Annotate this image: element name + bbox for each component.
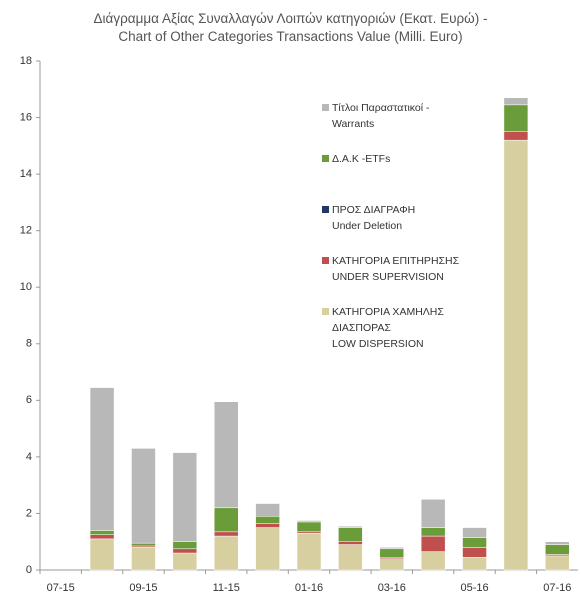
chart-title: Διάγραμμα Αξίας Συναλλαγών Λοιπών κατηγο… xyxy=(93,11,488,44)
bar-segment xyxy=(296,520,322,523)
bar-segment xyxy=(213,535,239,571)
bar-segment xyxy=(89,387,115,531)
bar-segment xyxy=(89,538,115,571)
bar-segment xyxy=(172,541,198,550)
bar-segment xyxy=(462,537,487,548)
bar-segment xyxy=(255,527,280,571)
legend-label: ΚΑΤΗΓΟΡΙΑ ΕΠΙΤΗΡΗΣΗΣ UNDER SUPERVISION xyxy=(332,255,460,283)
x-tick-label: 07-16 xyxy=(543,582,571,592)
y-tick-label: 0 xyxy=(26,564,32,576)
bar-segment xyxy=(296,521,322,533)
bar-segment xyxy=(172,548,198,554)
x-tick-label: 07-15 xyxy=(47,582,75,592)
bar-segment xyxy=(379,558,405,571)
y-tick-label: 14 xyxy=(20,168,32,180)
bar-segment xyxy=(338,541,363,545)
bar-segment xyxy=(172,552,198,571)
bar-segment xyxy=(545,555,570,571)
y-tick-label: 12 xyxy=(20,225,32,237)
legend-label: Δ.Α.Κ -ETFs xyxy=(332,153,391,165)
bar-segment xyxy=(503,104,529,132)
y-tick-label: 18 xyxy=(20,55,32,67)
y-tick-label: 8 xyxy=(26,338,32,350)
bar-segment xyxy=(545,544,570,555)
bar-segment xyxy=(338,525,363,528)
legend: Τίτλοι Παραστατικοί - Warrants Δ.Α.Κ -ETF… xyxy=(322,100,572,355)
x-tick-label: 01-16 xyxy=(295,582,323,592)
y-tick-label: 4 xyxy=(26,451,32,463)
bar-segment xyxy=(131,547,156,571)
bar-segment xyxy=(379,548,405,558)
y-tick-label: 2 xyxy=(26,507,32,519)
bar-segment xyxy=(255,516,280,524)
legend-label: ΠΡΟΣ ΔΙΑΓΡΑΦΗ Under Deletion xyxy=(332,204,416,232)
bar-segment xyxy=(89,534,115,540)
legend-swatch xyxy=(322,206,329,213)
x-tick-label: 03-16 xyxy=(378,582,406,592)
bar-segment xyxy=(89,530,115,535)
bar-segment xyxy=(255,503,280,517)
bar-segment xyxy=(420,499,446,528)
legend-label: ΚΑΤΗΓΟΡΙΑ ΧΑΜΗΛΗΣ ΔΙΑΣΠΟΡΑΣ LOW DISPERSI… xyxy=(332,306,444,350)
bar-segment xyxy=(462,557,487,571)
y-tick-label: 6 xyxy=(26,394,32,406)
x-tick-label: 11-15 xyxy=(213,582,240,592)
bar-segment xyxy=(420,527,446,537)
legend-label: Τίτλοι Παραστατικοί - Warrants xyxy=(332,102,430,130)
legend-entry: Τίτλοι Παραστατικοί - Warrants xyxy=(322,100,572,151)
y-tick-label: 16 xyxy=(20,111,32,123)
x-tick-label: 05-16 xyxy=(460,582,488,592)
bar-segment xyxy=(338,527,363,542)
legend-entry: ΠΡΟΣ ΔΙΑΓΡΑΦΗ Under Deletion xyxy=(322,202,572,253)
bar-segment xyxy=(255,523,280,528)
y-tick-label: 10 xyxy=(20,281,32,293)
bar-segment xyxy=(503,139,529,571)
legend-swatch xyxy=(322,155,329,162)
legend-entry: ΚΑΤΗΓΟΡΙΑ ΕΠΙΤΗΡΗΣΗΣ UNDER SUPERVISION xyxy=(322,253,572,304)
bar-segment xyxy=(213,401,239,509)
bar-segment xyxy=(131,448,156,544)
bar-segment xyxy=(213,531,239,537)
bar-segment xyxy=(338,544,363,571)
bar-segment xyxy=(462,527,487,538)
legend-entry: Δ.Α.Κ -ETFs xyxy=(322,151,572,202)
bar-segment xyxy=(420,535,446,552)
legend-swatch xyxy=(322,104,329,111)
bar-segment xyxy=(213,507,239,533)
bar-segment xyxy=(296,532,322,571)
legend-entry: ΚΑΤΗΓΟΡΙΑ ΧΑΜΗΛΗΣ ΔΙΑΣΠΟΡΑΣ LOW DISPERSI… xyxy=(322,304,572,355)
x-tick-label: 09-15 xyxy=(129,582,157,592)
legend-swatch xyxy=(322,257,329,264)
bar-segment xyxy=(420,551,446,571)
bar-segment xyxy=(131,542,156,547)
bar-segment xyxy=(379,547,405,550)
bar-segment xyxy=(462,547,487,558)
bar-segment xyxy=(503,97,529,106)
bar-segment xyxy=(545,541,570,545)
legend-swatch xyxy=(322,308,329,315)
bar-segment xyxy=(172,452,198,542)
